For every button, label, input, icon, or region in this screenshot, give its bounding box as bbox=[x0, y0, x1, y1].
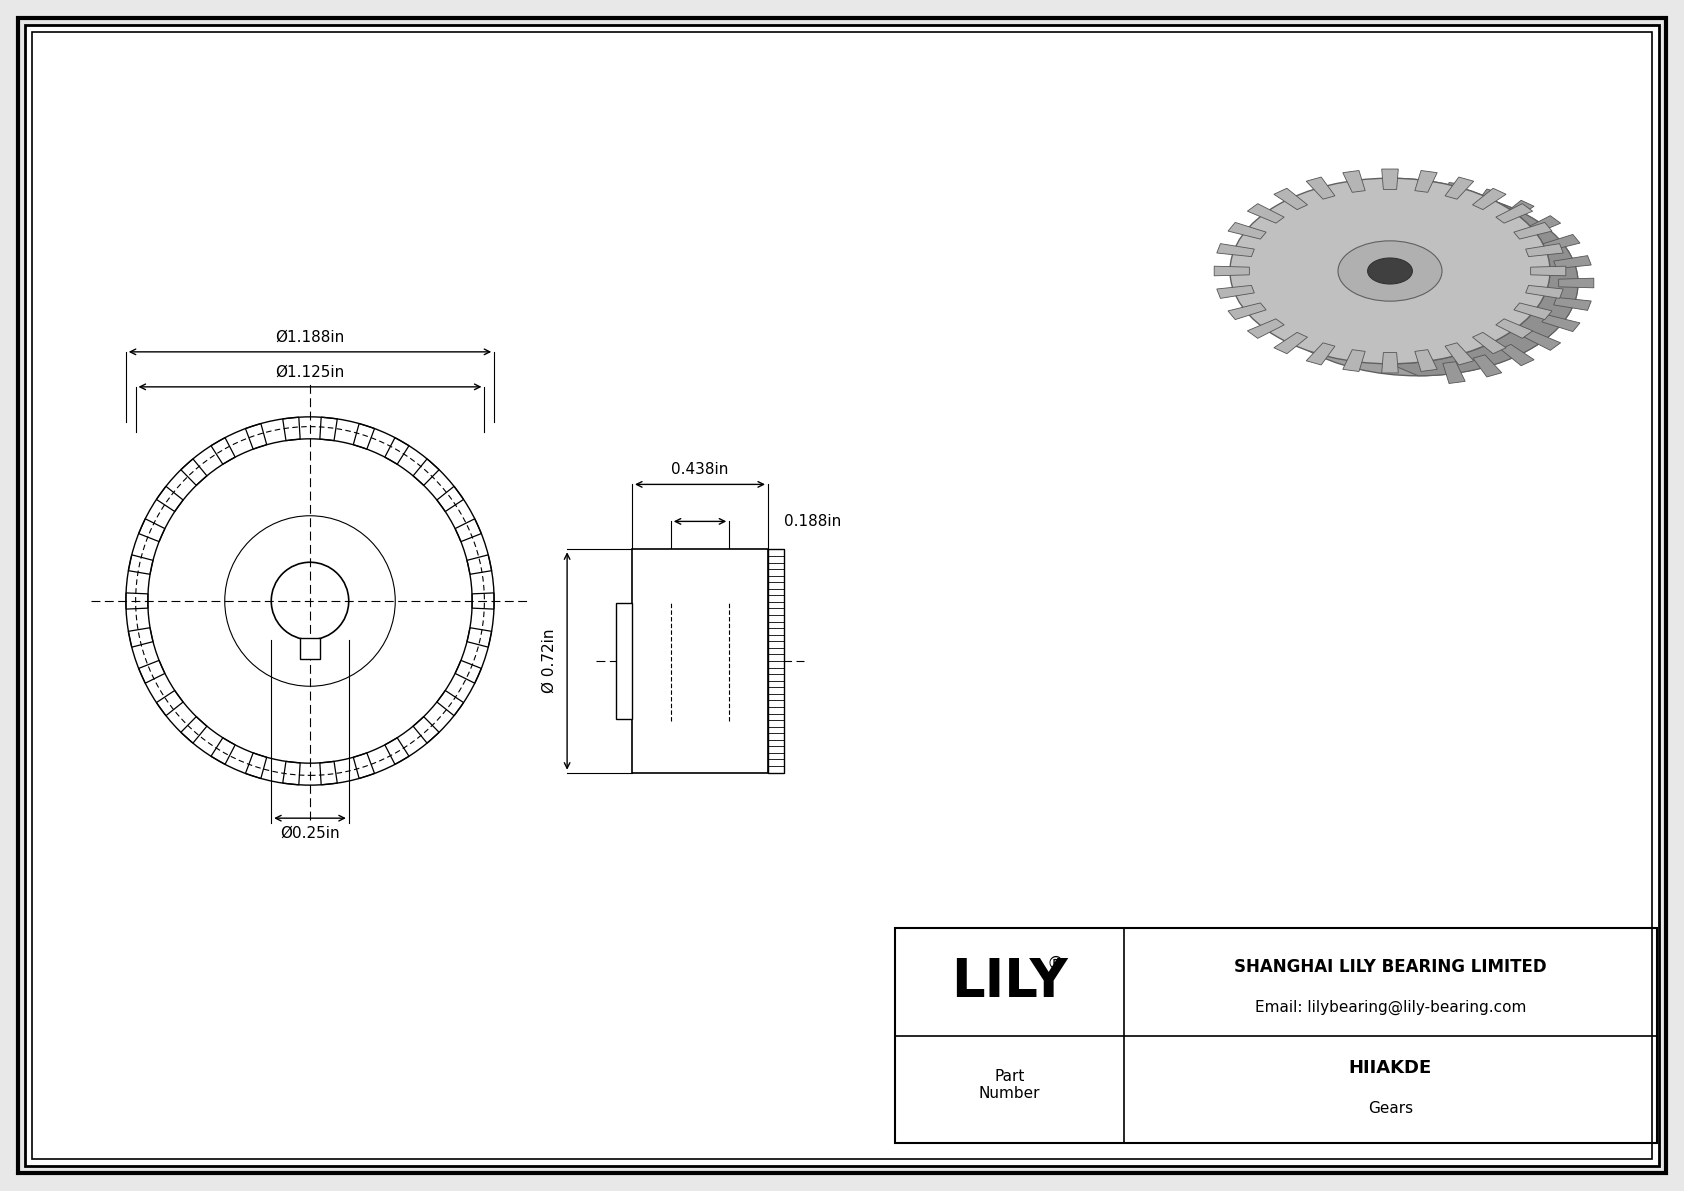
Polygon shape bbox=[1381, 169, 1398, 189]
Polygon shape bbox=[1526, 244, 1563, 256]
Polygon shape bbox=[1543, 235, 1580, 251]
Bar bbox=[300, 638, 320, 659]
Polygon shape bbox=[1445, 177, 1474, 199]
Bar bbox=[894, 928, 1657, 1143]
Polygon shape bbox=[1248, 319, 1285, 338]
Polygon shape bbox=[1228, 303, 1266, 319]
Polygon shape bbox=[1381, 353, 1398, 373]
Polygon shape bbox=[1389, 179, 1578, 376]
Polygon shape bbox=[1307, 177, 1335, 199]
Text: SHANGHAI LILY BEARING LIMITED: SHANGHAI LILY BEARING LIMITED bbox=[1234, 958, 1546, 975]
Polygon shape bbox=[1514, 303, 1553, 319]
Polygon shape bbox=[1214, 267, 1250, 276]
Polygon shape bbox=[1415, 350, 1436, 372]
Ellipse shape bbox=[1258, 191, 1578, 376]
Bar bbox=[616, 603, 632, 719]
Text: Ø 0.72in: Ø 0.72in bbox=[542, 629, 557, 693]
Polygon shape bbox=[1500, 200, 1534, 222]
Polygon shape bbox=[1500, 344, 1534, 366]
Polygon shape bbox=[1445, 343, 1474, 364]
Polygon shape bbox=[1218, 286, 1255, 299]
Ellipse shape bbox=[1367, 258, 1413, 283]
Text: ®: ® bbox=[1046, 955, 1064, 973]
Ellipse shape bbox=[1229, 179, 1549, 363]
Polygon shape bbox=[1559, 279, 1593, 288]
Polygon shape bbox=[1248, 204, 1285, 223]
Polygon shape bbox=[1228, 223, 1266, 239]
Bar bbox=[632, 549, 768, 773]
Polygon shape bbox=[1307, 343, 1335, 364]
Polygon shape bbox=[1415, 170, 1436, 192]
Polygon shape bbox=[1443, 182, 1465, 205]
Text: Ø1.125in: Ø1.125in bbox=[276, 364, 345, 380]
Polygon shape bbox=[1273, 188, 1307, 210]
Text: Gears: Gears bbox=[1367, 1102, 1413, 1116]
Text: 0.438in: 0.438in bbox=[672, 462, 729, 478]
Text: 0.188in: 0.188in bbox=[785, 513, 842, 529]
Text: Email: lilybearing@lily-bearing.com: Email: lilybearing@lily-bearing.com bbox=[1255, 1000, 1526, 1015]
Text: HIIAKDE: HIIAKDE bbox=[1349, 1059, 1431, 1077]
Polygon shape bbox=[1474, 355, 1502, 378]
Polygon shape bbox=[1443, 362, 1465, 384]
Bar bbox=[768, 549, 783, 773]
Text: Ø0.25in: Ø0.25in bbox=[280, 827, 340, 841]
Polygon shape bbox=[1526, 286, 1563, 299]
Polygon shape bbox=[1342, 350, 1366, 372]
Ellipse shape bbox=[1339, 241, 1442, 301]
Polygon shape bbox=[1472, 332, 1505, 354]
Polygon shape bbox=[1531, 267, 1566, 276]
Polygon shape bbox=[1524, 331, 1561, 350]
Text: LILY: LILY bbox=[951, 955, 1068, 1008]
Text: Part
Number: Part Number bbox=[978, 1068, 1041, 1102]
Polygon shape bbox=[1218, 244, 1255, 256]
Text: Ø1.188in: Ø1.188in bbox=[276, 330, 345, 345]
Polygon shape bbox=[1495, 204, 1532, 223]
Polygon shape bbox=[1342, 170, 1366, 192]
Polygon shape bbox=[1495, 319, 1532, 338]
Polygon shape bbox=[1273, 332, 1307, 354]
Polygon shape bbox=[1514, 223, 1553, 239]
Polygon shape bbox=[1472, 188, 1505, 210]
Polygon shape bbox=[1524, 216, 1561, 235]
Polygon shape bbox=[1543, 314, 1580, 331]
Polygon shape bbox=[1474, 189, 1502, 211]
Polygon shape bbox=[1554, 256, 1591, 269]
Polygon shape bbox=[1554, 298, 1591, 311]
